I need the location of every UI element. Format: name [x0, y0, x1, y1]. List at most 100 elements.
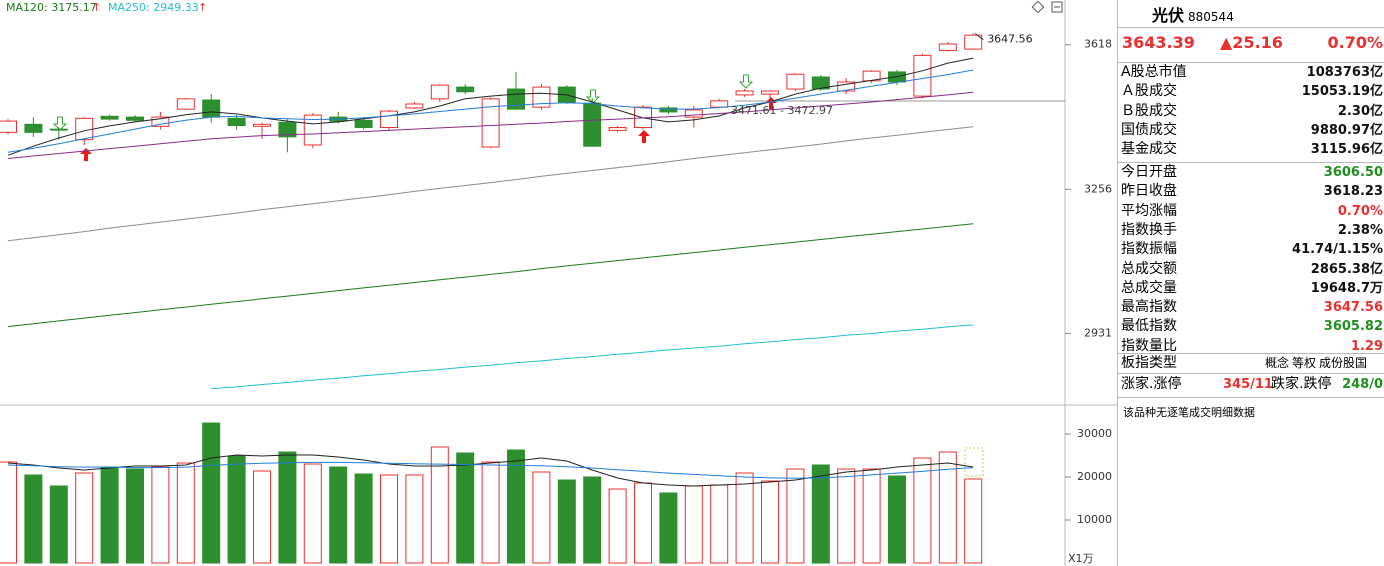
volume-bar — [913, 457, 932, 564]
stat-value: 3605.82 — [1323, 319, 1383, 335]
stat-value: 19648.7万 — [1310, 280, 1383, 296]
candle-body — [430, 84, 449, 100]
stat-label: 昨日收盘 — [1121, 183, 1177, 200]
stat-label: Ａ股成交 — [1121, 83, 1177, 100]
quote-panel: 光伏 880544 3643.39 ▲25.16 0.70% A股总市值 10837… — [1117, 0, 1384, 566]
legend-arrow: ↑ — [198, 1, 207, 14]
price-change: ▲25.16 — [1220, 33, 1283, 52]
stat-label: 指数量比 — [1121, 337, 1177, 354]
stat-value: 3606.50 — [1323, 165, 1383, 180]
y-unit-label: X1万 — [1068, 552, 1094, 565]
stat-label: 涨家.涨停 — [1121, 376, 1182, 392]
candle-body — [202, 99, 221, 118]
separator — [1118, 353, 1384, 354]
volume-bar — [684, 485, 703, 564]
stat-label: 最低指数 — [1121, 318, 1177, 335]
volume-bar — [126, 468, 144, 564]
annotation-leader — [974, 33, 984, 40]
y-tick-label: 3256 — [1084, 182, 1112, 195]
stat-row: 昨日收盘 3618.23 — [1118, 182, 1384, 202]
price-change-pct: 0.70% — [1327, 33, 1383, 52]
down-arrow — [52, 116, 68, 131]
volume-bar — [761, 480, 779, 564]
stat-row: A股总市值 1083763亿 — [1118, 63, 1384, 83]
volume-bar — [380, 474, 398, 564]
stat-label: 跌家.跌停 — [1271, 376, 1332, 392]
stat-value: 345/11 — [1223, 377, 1273, 392]
candle-body — [608, 127, 627, 131]
down-arrow — [738, 74, 754, 89]
stat-label: 今日开盘 — [1121, 164, 1177, 180]
stock-title: 光伏 880544 — [1152, 2, 1234, 26]
chart-area: MA120: 3175.17 ↑ MA250: 2949.33 ↑ 3618 32… — [0, 0, 1117, 566]
separator — [1118, 162, 1384, 163]
stat-row: 今日开盘 3606.50 — [1118, 163, 1384, 183]
stat-value: 9880.97亿 — [1310, 122, 1383, 138]
ma-line — [211, 324, 974, 390]
volume-bar — [862, 468, 881, 564]
candle-body — [938, 43, 957, 51]
up-arrow — [80, 148, 92, 161]
candle-body — [481, 98, 500, 148]
candle-body — [684, 109, 703, 118]
stat-value: 3115.96亿 — [1310, 142, 1383, 158]
down-arrow — [585, 89, 601, 104]
index-type-option[interactable]: 概念 — [1265, 356, 1290, 370]
volume-bar — [557, 479, 576, 564]
stat-label: 国债成交 — [1121, 121, 1177, 138]
stat-row: 国债成交 9880.97亿 — [1118, 121, 1384, 141]
stat-label: 总成交额 — [1121, 260, 1177, 277]
stat-value: 2.38% — [1337, 222, 1383, 238]
candle-body — [786, 73, 805, 90]
separator — [1118, 27, 1384, 28]
y-tick-label: 30000 — [1077, 427, 1112, 440]
stat-label: 最高指数 — [1121, 299, 1177, 316]
candle-body — [49, 128, 68, 131]
volume-bar — [430, 446, 449, 564]
stat-row: 总成交额 2865.38亿 — [1118, 260, 1384, 280]
candle-body — [761, 90, 779, 95]
volume-bar — [481, 461, 500, 564]
stat-label: 基金成交 — [1121, 141, 1177, 158]
volume-bar — [0, 461, 17, 564]
icon-diamond[interactable] — [1031, 0, 1045, 14]
icon-box[interactable] — [1051, 1, 1063, 13]
volume-bar — [253, 470, 271, 564]
volume-bar — [938, 451, 957, 564]
stat-row: 指数量比 1.29 — [1118, 337, 1384, 357]
volume-bar — [888, 475, 906, 564]
candle-body — [507, 88, 525, 110]
index-type-option[interactable]: 等权 — [1292, 356, 1317, 370]
stat-value: 15053.19亿 — [1301, 84, 1383, 100]
candle-body — [227, 117, 246, 127]
candle-body — [75, 117, 94, 141]
volume-bar — [49, 485, 68, 564]
stat-label: A股总市值 — [1121, 64, 1187, 80]
index-type-option[interactable]: 成份股国 — [1319, 356, 1368, 370]
stock-code: 880544 — [1188, 10, 1234, 24]
stat-row: 指数换手 2.38% — [1118, 221, 1384, 241]
candle-body — [126, 116, 144, 121]
stat-value: 41.74/1.15% — [1292, 242, 1383, 258]
volume-bar — [710, 484, 729, 564]
volume-bar — [100, 466, 119, 564]
stat-row: Ａ股成交 15053.19亿 — [1118, 82, 1384, 102]
volume-bar — [24, 474, 43, 564]
volume-bar — [278, 451, 297, 564]
volume-bar — [837, 468, 856, 564]
candle-body — [964, 34, 983, 50]
ma-line — [7, 223, 974, 327]
volume-bar — [964, 478, 983, 564]
volume-bar — [202, 422, 221, 564]
volume-bar — [583, 476, 602, 564]
legend-ma250: MA250: 2949.33 — [108, 1, 199, 14]
candle-body — [380, 110, 398, 129]
candle-body — [253, 123, 271, 127]
stat-label: 板指类型 — [1121, 355, 1177, 371]
volume-bar — [75, 472, 94, 564]
ma-line — [7, 91, 974, 159]
stock-name: 光伏 — [1152, 6, 1185, 25]
volume-bar — [303, 463, 322, 564]
ma-line — [7, 461, 974, 479]
